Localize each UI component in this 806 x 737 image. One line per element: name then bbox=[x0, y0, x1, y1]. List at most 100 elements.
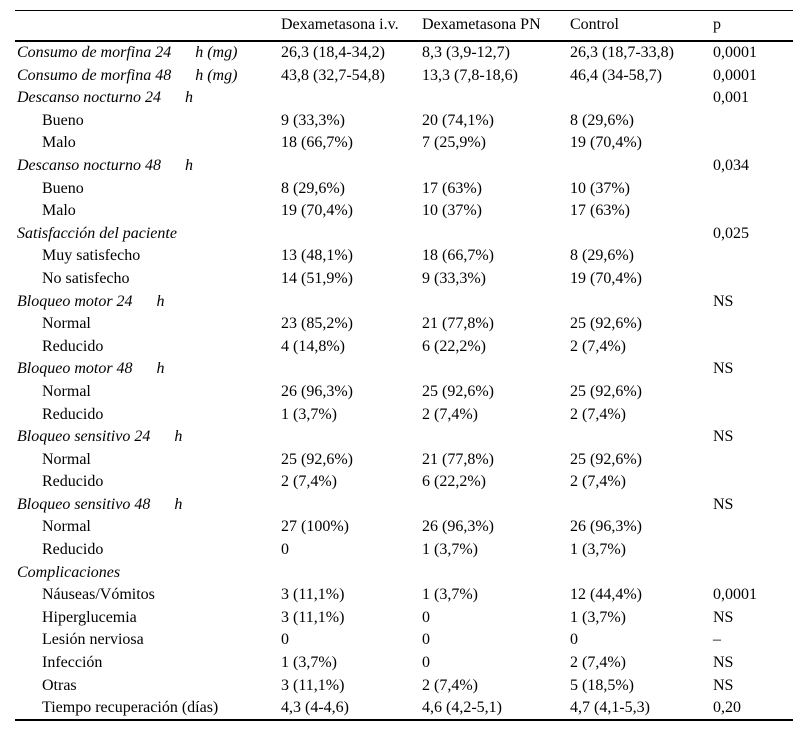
cell-dexametasona-iv: 26 (96,3%) bbox=[281, 382, 353, 400]
table-row: Tiempo recuperación (días) 4,3 (4-4,6) 4,6… bbox=[15, 697, 793, 720]
cell-dexametasona-pn: 21 (77,8%) bbox=[422, 315, 494, 333]
cell-control: 26,3 (18,7-33,8) bbox=[570, 44, 674, 61]
cell-dexametasona-pn: 8,3 (3,9-12,7) bbox=[422, 44, 510, 61]
cell-dexametasona-iv: 43,8 (32,7-54,8) bbox=[281, 66, 385, 84]
column-header-dexametasona-iv: Dexametasona i.v. bbox=[281, 16, 399, 34]
cell-control: 25 (92,6%) bbox=[570, 315, 642, 333]
cell-dexametasona-iv: 9 (33,3%) bbox=[281, 111, 345, 129]
table-row: Malo 18 (66,7%) 7 (25,9%) 19 (70,4%) bbox=[15, 132, 793, 155]
cell-p: NS bbox=[713, 654, 734, 672]
row-label: Complicaciones bbox=[17, 563, 121, 581]
table-row: Infección 1 (3,7%) 0 2 (7,4%) NS bbox=[15, 652, 793, 675]
table-row: Reducido 2 (7,4%) 6 (22,2%) 2 (7,4%) bbox=[15, 471, 793, 494]
row-label: Bloqueo motor 48 h bbox=[17, 360, 165, 378]
cell-dexametasona-pn: 10 (37%) bbox=[422, 202, 482, 220]
cell-control: 10 (37%) bbox=[570, 179, 630, 197]
cell-p: NS bbox=[713, 676, 734, 694]
table-row: Reducido 0 1 (3,7%) 1 (3,7%) bbox=[15, 539, 793, 562]
cell-dexametasona-pn: 2 (7,4%) bbox=[422, 405, 478, 423]
table-row: Reducido 4 (14,8%) 6 (22,2%) 2 (7,4%) bbox=[15, 335, 793, 358]
cell-dexametasona-iv: 3 (11,1%) bbox=[281, 586, 345, 604]
row-label: Reducido bbox=[42, 337, 104, 355]
table-header: Dexametasona i.v. Dexametasona PN Contro… bbox=[15, 10, 793, 42]
cell-p: 0,025 bbox=[713, 224, 749, 242]
row-label: Infección bbox=[42, 654, 103, 672]
cell-control: 17 (63%) bbox=[570, 202, 630, 220]
row-label: Náuseas/Vómitos bbox=[42, 586, 155, 604]
table-body: Consumo de morfina 24 h (mg) 26,3 (18,4-3… bbox=[15, 42, 793, 722]
row-label: Otras bbox=[42, 676, 77, 694]
cell-dexametasona-pn: 18 (66,7%) bbox=[422, 247, 494, 265]
table-row: Bloqueo sensitivo 48 h NS bbox=[15, 493, 793, 516]
cell-dexametasona-pn: 1 (3,7%) bbox=[422, 541, 478, 559]
cell-control: 2 (7,4%) bbox=[570, 337, 626, 355]
cell-p: 0,034 bbox=[713, 156, 749, 174]
cell-dexametasona-iv: 2 (7,4%) bbox=[281, 473, 337, 491]
table-row: Náuseas/Vómitos 3 (11,1%) 1 (3,7%) 12 (44,4… bbox=[15, 584, 793, 607]
cell-dexametasona-iv: 4 (14,8%) bbox=[281, 337, 345, 355]
row-label: Normal bbox=[42, 518, 91, 536]
table-row: Normal 26 (96,3%) 25 (92,6%) 25 (92,6%) bbox=[15, 380, 793, 403]
table-row: Bloqueo motor 24 h NS bbox=[15, 290, 793, 313]
cell-control: 2 (7,4%) bbox=[570, 473, 626, 491]
table-row: Bloqueo sensitivo 24 h NS bbox=[15, 426, 793, 449]
cell-dexametasona-iv: 27 (100%) bbox=[281, 518, 349, 536]
row-label: Malo bbox=[42, 202, 76, 220]
cell-dexametasona-iv: 3 (11,1%) bbox=[281, 676, 345, 694]
table-row: Hiperglucemia 3 (11,1%) 0 1 (3,7%) NS bbox=[15, 606, 793, 629]
cell-control: 19 (70,4%) bbox=[570, 134, 642, 152]
row-label: No satisfecho bbox=[42, 269, 130, 287]
cell-control: 12 (44,4%) bbox=[570, 586, 642, 604]
row-label: Bloqueo sensitivo 48 h bbox=[17, 495, 183, 513]
row-label: Bueno bbox=[42, 179, 84, 197]
cell-p: 0,001 bbox=[713, 89, 749, 107]
cell-p: NS bbox=[713, 360, 734, 378]
column-header-p: p bbox=[713, 16, 721, 34]
cell-control: 8 (29,6%) bbox=[570, 247, 634, 265]
table-row: Descanso nocturno 48 h 0,034 bbox=[15, 154, 793, 177]
table-row: Reducido 1 (3,7%) 2 (7,4%) 2 (7,4%) bbox=[15, 403, 793, 426]
table-row: Muy satisfecho 13 (48,1%) 18 (66,7%) 8 (29,… bbox=[15, 245, 793, 268]
table-row: Consumo de morfina 24 h (mg) 26,3 (18,4-3… bbox=[15, 42, 793, 65]
cell-dexametasona-iv: 4,3 (4-4,6) bbox=[281, 699, 349, 717]
table-row: Consumo de morfina 48 h (mg) 43,8 (32,7-5… bbox=[15, 64, 793, 87]
table-row: Bloqueo motor 48 h NS bbox=[15, 358, 793, 381]
row-label: Normal bbox=[42, 450, 91, 468]
cell-p: – bbox=[713, 631, 721, 649]
cell-control: 1 (3,7%) bbox=[570, 608, 626, 626]
table-row: Malo 19 (70,4%) 10 (37%) 17 (63%) bbox=[15, 200, 793, 223]
row-label: Malo bbox=[42, 134, 76, 152]
table-row: Complicaciones bbox=[15, 561, 793, 584]
row-label: Reducido bbox=[42, 473, 104, 491]
cell-dexametasona-iv: 26,3 (18,4-34,2) bbox=[281, 44, 385, 61]
cell-control: 1 (3,7%) bbox=[570, 541, 626, 559]
cell-dexametasona-pn: 0 bbox=[422, 654, 430, 672]
cell-dexametasona-iv: 0 bbox=[281, 541, 289, 559]
cell-p: NS bbox=[713, 495, 734, 513]
row-label: Tiempo recuperación (días) bbox=[42, 699, 219, 717]
cell-control: 25 (92,6%) bbox=[570, 450, 642, 468]
cell-control: 2 (7,4%) bbox=[570, 654, 626, 672]
column-header-dexametasona-pn: Dexametasona PN bbox=[422, 16, 541, 34]
cell-control: 26 (96,3%) bbox=[570, 518, 642, 536]
cell-dexametasona-pn: 6 (22,2%) bbox=[422, 337, 486, 355]
cell-control: 8 (29,6%) bbox=[570, 111, 634, 129]
cell-control: 25 (92,6%) bbox=[570, 382, 642, 400]
cell-p: 0,0001 bbox=[713, 66, 757, 84]
cell-dexametasona-pn: 0 bbox=[422, 608, 430, 626]
column-header-control: Control bbox=[570, 16, 619, 34]
row-label: Lesión nerviosa bbox=[42, 631, 144, 649]
row-label: Consumo de morfina 24 h (mg) bbox=[17, 44, 238, 61]
table-row: Bueno 8 (29,6%) 17 (63%) 10 (37%) bbox=[15, 177, 793, 200]
row-label: Satisfacción del paciente bbox=[17, 224, 177, 242]
cell-dexametasona-pn: 1 (3,7%) bbox=[422, 586, 478, 604]
table-row: Lesión nerviosa 0 0 0 – bbox=[15, 629, 793, 652]
row-label: Bueno bbox=[42, 111, 84, 129]
cell-p: 0,20 bbox=[713, 699, 741, 717]
row-label: Muy satisfecho bbox=[42, 247, 141, 265]
row-label: Bloqueo sensitivo 24 h bbox=[17, 428, 183, 446]
cell-control: 2 (7,4%) bbox=[570, 405, 626, 423]
row-label: Normal bbox=[42, 315, 91, 333]
cell-dexametasona-iv: 19 (70,4%) bbox=[281, 202, 353, 220]
cell-dexametasona-pn: 17 (63%) bbox=[422, 179, 482, 197]
